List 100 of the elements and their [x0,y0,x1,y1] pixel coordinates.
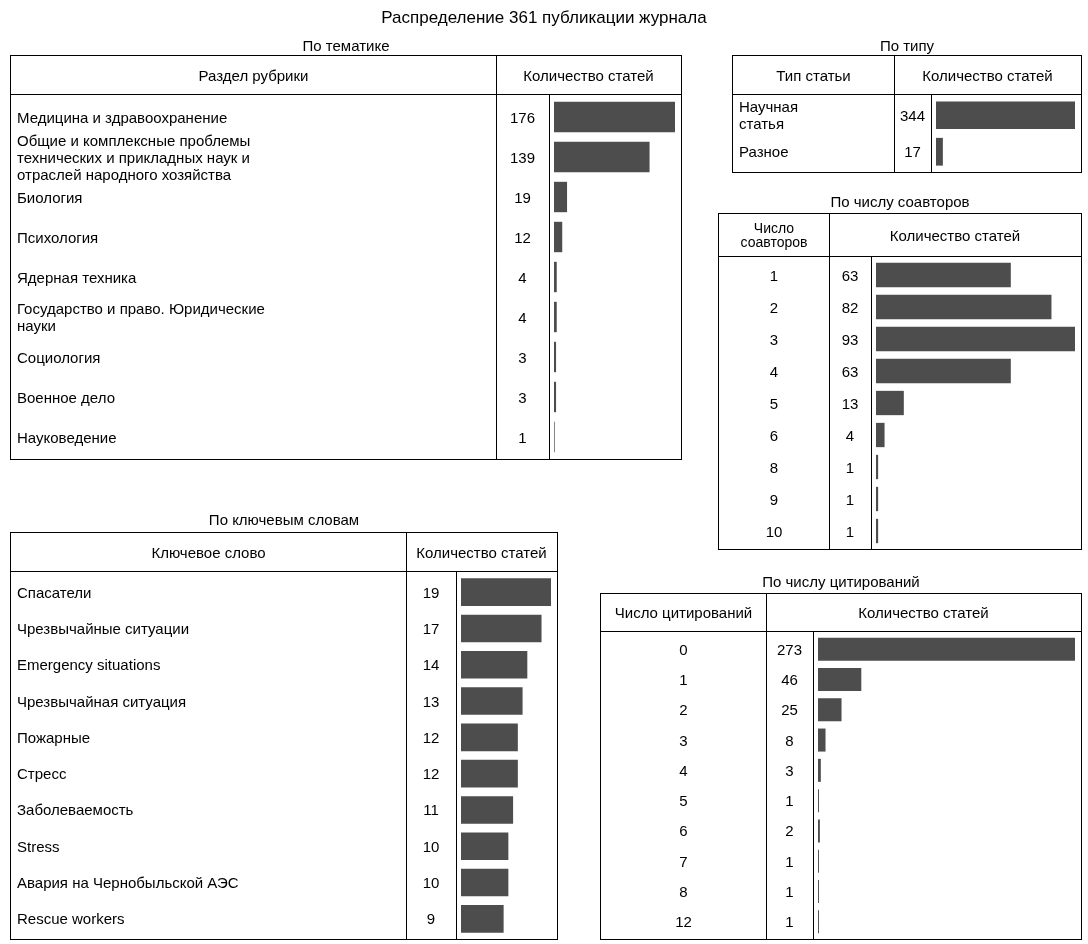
x-axis-title: Количество статей [522,65,655,86]
bar [461,868,509,897]
bar [818,698,842,722]
bar [554,101,675,133]
text: По тематике [301,37,391,54]
y-axis-title: Число цитирований [613,603,754,623]
y-tick-label: Психология [17,228,99,246]
table-frame: Ключевое слово Количество статей Спасатели Чрезвычайные ситуации Emergency situations Чрезвычайная ситуация Пожарные Стресс Заболеваемость Stress Авария на Чернобыльской АЭС Rescue workers 19 17 14 13 12 12 11 10 10 9 [10,532,558,940]
data-label: 1 [845,490,855,508]
bar [876,454,879,480]
data-label: 17 [422,619,440,637]
data-label: 3 [518,388,527,406]
y-tick-label: 5 [769,394,779,412]
data-label: 63 [841,266,859,284]
bar [818,637,1075,661]
data-label: 1 [518,428,527,446]
text: По ключевым словам [207,511,361,528]
data-label: 10 [422,837,440,855]
y-tick-label: 7 [679,852,688,870]
data-label: 63 [841,362,859,380]
y-tick-label: Общие и комплексные проблемы технических и прикладных наук и отраслей народного хозяйства [17,131,255,183]
bar [876,486,879,512]
y-axis-title: Ключевое слово [150,542,267,563]
data-label: 4 [518,308,527,326]
bar [461,578,551,606]
bar [818,728,826,752]
y-tick-label: Стресс [17,765,67,783]
y-tick-label: Stress [17,837,60,855]
data-label: 4 [518,268,527,286]
bar [461,614,542,643]
table-frame: Раздел рубрики Количество статей Медицина и здравоохранение Общие и комплексные проблемы технических и прикладных наук и отраслей народного хозяйства Биология Психология Ядерная техника Государство и право. Юридические науки Социология Военное дело Науковедение 176 139 19 12 4 4 3 3 1 [10,55,682,460]
y-tick-label: Ядерная техника [17,268,137,286]
bar [876,326,1075,352]
bar [554,261,557,293]
bar [818,758,821,782]
chart-title: По числу цитирований [761,573,921,590]
data-label: 93 [841,330,859,348]
y-tick-label: Emergency situations [17,656,161,674]
x-axis-title: Количество статей [857,603,990,623]
bar [818,667,862,691]
bar [461,759,518,788]
y-tick-label: Разное [739,143,789,161]
table-frame: Тип статьи Количество статей Научная статья Разное 344 17 [732,55,1082,173]
y-tick-label: Медицина и здравоохранение [17,108,228,126]
data-label: 19 [514,188,531,206]
y-tick-label: Чрезвычайные ситуации [17,619,190,637]
y-tick-label: 3 [769,330,779,348]
data-label: 25 [781,701,798,719]
y-tick-label: 2 [679,701,688,719]
data-label: 176 [509,108,536,126]
y-tick-label: 4 [769,362,779,380]
bar [461,650,528,679]
y-tick-label: 8 [679,883,688,901]
x-axis-title: Количество статей [888,225,1022,246]
data-label: 82 [841,298,859,316]
bar [876,390,904,416]
y-axis-title: Раздел рубрики [197,65,310,86]
bar [461,796,514,824]
bar [461,832,509,861]
data-label: 13 [841,394,859,412]
data-label: 273 [776,640,803,658]
table-frame: Число соавторов Количество статей 1 2 3 4 5 6 8 9 10 63 82 93 63 13 4 1 1 1 [718,213,1082,550]
chart-title: По типу [878,37,936,54]
data-label: 14 [422,656,440,674]
x-axis-title: Количество статей [415,542,548,563]
y-tick-label: Биология [17,188,83,206]
y-tick-label: 12 [675,913,692,931]
y-tick-label: 3 [679,731,688,749]
data-label: 1 [845,458,855,476]
bar [554,221,563,253]
data-label: 19 [422,583,440,601]
y-tick-label: 1 [679,670,688,688]
y-tick-label: Социология [17,348,101,366]
data-label: 17 [904,143,921,161]
chart-title: По числу соавторов [829,193,971,210]
y-tick-label: Научная статья [739,98,803,133]
data-label: 12 [514,228,531,246]
y-tick-label: 2 [769,298,779,316]
y-tick-label: Чрезвычайная ситуация [17,692,187,710]
y-tick-label: 6 [679,822,688,840]
bar [876,358,1011,384]
y-tick-label: Rescue workers [17,910,125,928]
bar [461,687,523,715]
y-axis-title: Тип статьи [775,65,852,86]
y-tick-label: 10 [765,522,783,540]
y-tick-label: 5 [679,792,688,810]
data-label: 139 [509,148,536,166]
y-axis-title: Число соавторов [739,219,809,252]
y-tick-label: 4 [679,761,688,779]
table-frame: Число цитирований Количество статей 0 1 2 3 4 5 6 7 8 12 273 46 25 8 3 12 1 1 1 [600,593,1082,940]
bar [554,181,568,213]
y-tick-label: Авария на Чернобыльской АЭС [17,874,239,892]
data-label: 4 [845,426,855,444]
y-tick-label: Науковедение [17,428,117,446]
data-label: 46 [781,670,798,688]
data-label: 3 [518,348,527,366]
bar [876,262,1011,288]
bar [554,141,650,173]
bar [876,422,885,448]
bar [554,301,557,333]
